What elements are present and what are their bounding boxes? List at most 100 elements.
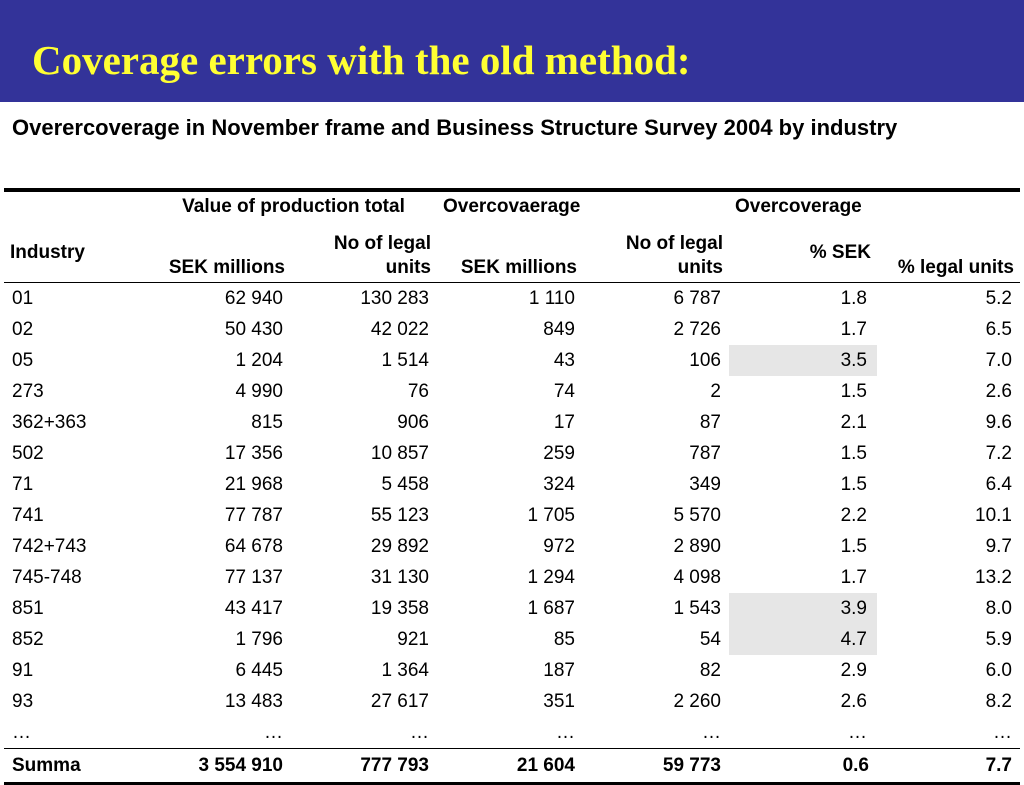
table-cell: 1 204 bbox=[235, 349, 283, 371]
table-cell: 27 617 bbox=[370, 690, 429, 712]
industry-cell: 02 bbox=[12, 318, 34, 340]
table-cell: 1 796 bbox=[235, 628, 283, 650]
table-cell: 2.9 bbox=[840, 659, 867, 681]
table-cell: 1.7 bbox=[840, 318, 867, 340]
table-cell: 10 857 bbox=[370, 442, 429, 464]
table-cell: 54 bbox=[699, 628, 721, 650]
table-cell: 42 022 bbox=[370, 318, 429, 340]
table-cell: … bbox=[993, 721, 1012, 743]
table-cell: 19 358 bbox=[370, 597, 429, 619]
industry-cell: 851 bbox=[12, 597, 44, 619]
column-header-pct-sek: % SEK bbox=[809, 242, 871, 263]
table-row: 502 17 356 10 857 259 787 1.5 7.2 bbox=[4, 438, 1020, 469]
group-header-row: Value of production total Overcovaerage … bbox=[4, 192, 1020, 226]
table-cell: 1.7 bbox=[840, 566, 867, 588]
table-cell: 2.1 bbox=[840, 411, 867, 433]
industry-cell: 741 bbox=[12, 504, 44, 526]
table-cell: 5 458 bbox=[381, 473, 429, 495]
table-cell: 187 bbox=[543, 659, 575, 681]
table-cell: 1 687 bbox=[527, 597, 575, 619]
table-cell: 1 543 bbox=[673, 597, 721, 619]
table-cell: 2.6 bbox=[985, 380, 1012, 402]
table-cell: … bbox=[264, 721, 283, 743]
table-cell: 2 726 bbox=[673, 318, 721, 340]
table-cell: 43 417 bbox=[224, 597, 283, 619]
column-header-vp-units: No of legal units bbox=[333, 233, 431, 278]
table-cell: 9.7 bbox=[985, 535, 1012, 557]
table-cell: … bbox=[410, 721, 429, 743]
table-cell: 13.2 bbox=[975, 566, 1012, 588]
table-cell: 1 705 bbox=[527, 504, 575, 526]
table-row: 362+363 815 906 17 87 2.1 9.6 bbox=[4, 407, 1020, 438]
table-cell: 1.5 bbox=[840, 473, 867, 495]
table-row: 741 77 787 55 123 1 705 5 570 2.2 10.1 bbox=[4, 500, 1020, 531]
table-cell: 5 570 bbox=[673, 504, 721, 526]
table-cell: 6 445 bbox=[235, 659, 283, 681]
column-header-industry: Industry bbox=[10, 242, 85, 263]
table-cell: 1 110 bbox=[528, 287, 575, 309]
summary-label: Summa bbox=[4, 748, 150, 785]
table-cell: 5.2 bbox=[985, 287, 1012, 309]
table-row: 852 1 796 921 85 54 4.7 5.9 bbox=[4, 624, 1020, 655]
table-cell: 7.0 bbox=[985, 349, 1012, 371]
title-bar: Coverage errors with the old method: bbox=[0, 0, 1024, 102]
column-header-pct-units: % legal units bbox=[897, 257, 1014, 278]
table-cell: 972 bbox=[543, 535, 575, 557]
industry-cell: 91 bbox=[12, 659, 34, 681]
table-cell: 64 678 bbox=[224, 535, 283, 557]
table-cell: 2 260 bbox=[673, 690, 721, 712]
group-header-overcoverage: Overcoverage bbox=[735, 196, 862, 217]
table-cell: 787 bbox=[689, 442, 721, 464]
industry-cell: 93 bbox=[12, 690, 34, 712]
table-cell: 6.4 bbox=[985, 473, 1012, 495]
summary-cell: 777 793 bbox=[291, 748, 437, 785]
table-cell: 74 bbox=[553, 380, 575, 402]
table-cell: 849 bbox=[543, 318, 575, 340]
table-cell: 1 514 bbox=[381, 349, 429, 371]
table-cell: 77 787 bbox=[224, 504, 283, 526]
table-cell: 906 bbox=[397, 411, 429, 433]
table-cell: 4 098 bbox=[673, 566, 721, 588]
table-cell: 77 137 bbox=[224, 566, 283, 588]
table-cell: 1.5 bbox=[840, 442, 867, 464]
summary-cell: 7.7 bbox=[877, 748, 1020, 785]
table-cell: 76 bbox=[407, 380, 429, 402]
summary-row: Summa 3 554 910 777 793 21 604 59 773 0.… bbox=[4, 748, 1020, 785]
table-cell: 2 bbox=[710, 380, 721, 402]
industry-cell: 742+743 bbox=[12, 535, 87, 557]
table-row: 71 21 968 5 458 324 349 1.5 6.4 bbox=[4, 469, 1020, 500]
table-footer: Summa 3 554 910 777 793 21 604 59 773 0.… bbox=[4, 748, 1020, 785]
table-cell: 13 483 bbox=[224, 690, 283, 712]
table-row: 01 62 940 130 283 1 110 6 787 1.8 5.2 bbox=[4, 283, 1020, 315]
table-cell: 8.0 bbox=[985, 597, 1012, 619]
table-cell: 351 bbox=[543, 690, 575, 712]
table-row: 273 4 990 76 74 2 1.5 2.6 bbox=[4, 376, 1020, 407]
table-cell: 1.5 bbox=[840, 380, 867, 402]
table-row: ………………… bbox=[4, 717, 1020, 749]
table-cell: 55 123 bbox=[370, 504, 429, 526]
industry-cell: 71 bbox=[12, 473, 34, 495]
industry-cell: 502 bbox=[12, 442, 44, 464]
table-cell: 2 890 bbox=[673, 535, 721, 557]
table-cell: 7.2 bbox=[985, 442, 1012, 464]
table-cell: 2.6 bbox=[840, 690, 867, 712]
table-cell: 21 968 bbox=[224, 473, 283, 495]
column-header-vp-sek: SEK millions bbox=[168, 257, 285, 278]
table-cell: 17 bbox=[553, 411, 575, 433]
table-row: 93 13 483 27 617 351 2 260 2.6 8.2 bbox=[4, 686, 1020, 717]
table-cell: 815 bbox=[251, 411, 283, 433]
slide-title: Coverage errors with the old method: bbox=[32, 37, 691, 83]
table-cell: 4.7 bbox=[729, 624, 877, 655]
group-header-value-production: Value of production total bbox=[182, 196, 405, 217]
column-header-oc-units: No of legal units bbox=[625, 233, 723, 278]
table-cell: 9.6 bbox=[985, 411, 1012, 433]
table-cell: 6.0 bbox=[985, 659, 1012, 681]
table-cell: … bbox=[702, 721, 721, 743]
table-cell: 106 bbox=[689, 349, 721, 371]
table-cell: 1 294 bbox=[527, 566, 575, 588]
table-cell: 6.5 bbox=[985, 318, 1012, 340]
table-cell: 10.1 bbox=[975, 504, 1012, 526]
table-body: 01 62 940 130 283 1 110 6 787 1.8 5.2 02 50 430 4… bbox=[4, 283, 1020, 749]
table-cell: 130 283 bbox=[360, 287, 429, 309]
summary-cell: 21 604 bbox=[437, 748, 583, 785]
